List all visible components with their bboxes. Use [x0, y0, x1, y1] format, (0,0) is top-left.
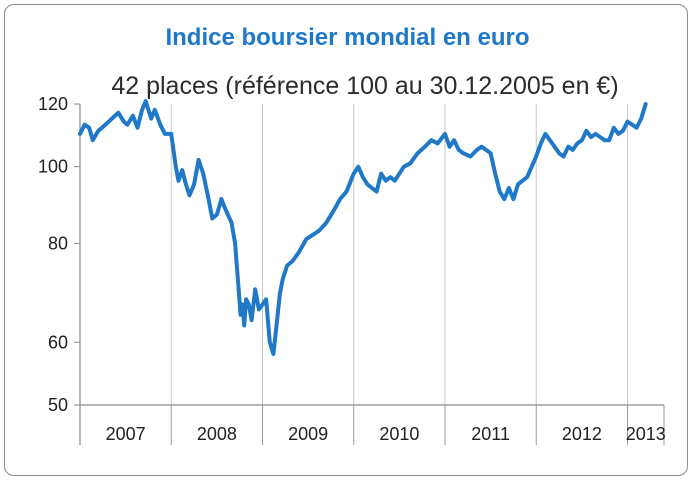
gridlines [79, 104, 628, 405]
x-tick-labels: 2007 2008 2009 2010 2011 2012 2013 [106, 424, 666, 444]
x-tick-label: 2011 [471, 424, 510, 444]
y-tick-label: 80 [48, 233, 68, 253]
y-tick-label: 50 [48, 395, 68, 415]
y-tick-label: 120 [38, 94, 68, 114]
chart-frame [4, 4, 688, 476]
chart-title: Indice boursier mondial en euro [165, 24, 530, 51]
x-tick-label: 2009 [288, 424, 328, 444]
x-tick-label: 2007 [106, 424, 146, 444]
axes [74, 103, 665, 445]
x-tick-label: 2013 [626, 424, 666, 444]
y-tick-label: 100 [38, 157, 68, 177]
series-layer [78, 99, 648, 356]
y-tick-labels: 50 60 80 100 120 [38, 94, 68, 415]
series-line [78, 99, 648, 356]
x-tick-label: 2008 [197, 424, 237, 444]
x-tick-label: 2010 [379, 424, 419, 444]
chart-subtitle: 42 places (référence 100 au 30.12.2005 e… [111, 72, 619, 100]
y-tick-label: 60 [48, 332, 68, 352]
x-tick-label: 2012 [562, 424, 602, 444]
